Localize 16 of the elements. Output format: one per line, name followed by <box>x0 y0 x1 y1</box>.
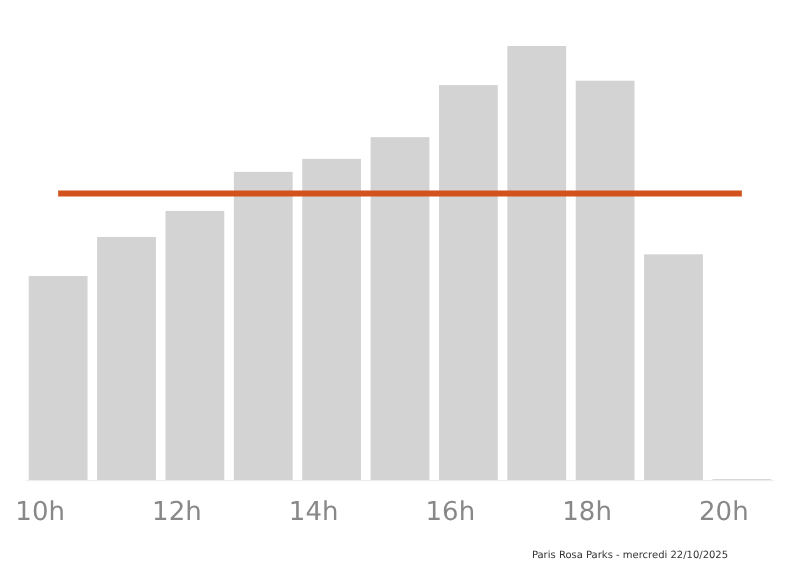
bar <box>302 158 362 480</box>
bar <box>233 171 293 480</box>
bar <box>97 236 156 480</box>
x-tick-label: 20h <box>699 498 749 528</box>
bar <box>575 80 635 480</box>
x-tick-label: 16h <box>425 498 476 528</box>
x-tick-label: 10h <box>15 498 65 528</box>
bar <box>28 276 88 480</box>
bar <box>165 210 225 480</box>
x-tick-label: 18h <box>562 498 612 528</box>
x-tick-label: 14h <box>288 498 339 528</box>
bar <box>507 46 567 480</box>
bar <box>644 254 703 480</box>
bar <box>438 85 498 480</box>
x-tick-label: 12h <box>152 498 202 528</box>
bar <box>370 137 430 480</box>
